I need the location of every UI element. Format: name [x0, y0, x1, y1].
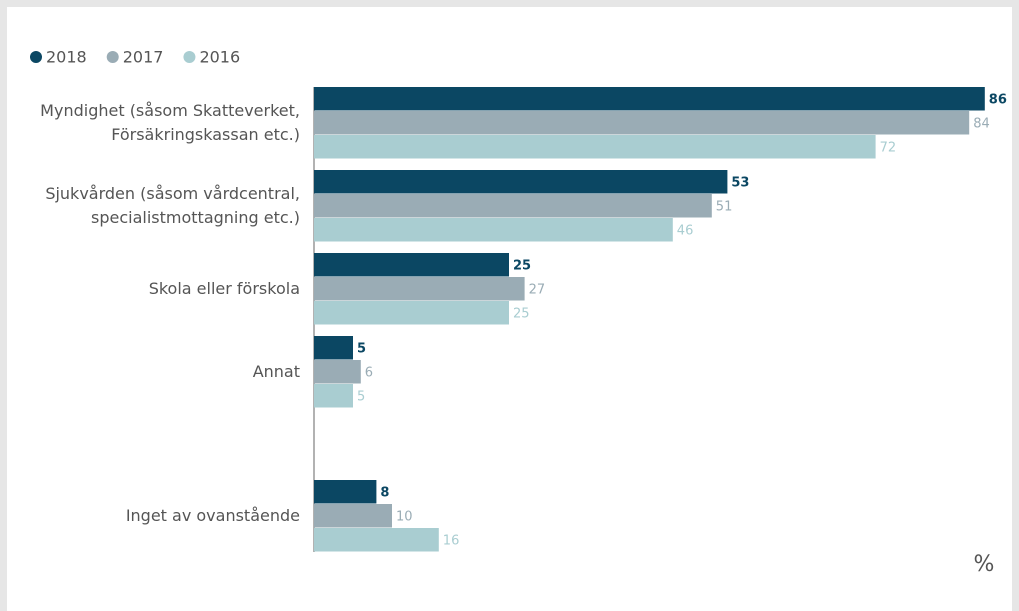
- legend-marker: [183, 51, 196, 63]
- category-label: Myndighet (såsom Skatteverket, Försäkrin…: [40, 101, 300, 144]
- bar: [314, 218, 673, 242]
- value-label: 25: [513, 259, 531, 274]
- bar: [314, 135, 876, 159]
- bar: [314, 360, 361, 384]
- legend-label: 2018: [46, 48, 87, 67]
- bar: [314, 194, 712, 218]
- bar: [314, 170, 728, 194]
- legend-marker: [30, 51, 42, 63]
- category-label: Annat: [252, 362, 300, 381]
- legend-label: 2017: [123, 48, 164, 67]
- legend-marker: [106, 51, 119, 63]
- legend-label: 2016: [199, 48, 240, 67]
- bar: [314, 111, 970, 135]
- value-label: 53: [731, 176, 749, 191]
- category-label: Skola eller förskola: [148, 279, 300, 298]
- bar: [314, 87, 985, 111]
- value-label: 72: [880, 141, 897, 156]
- category-label: Inget av ovanstående: [125, 506, 300, 525]
- value-label: 86: [989, 93, 1007, 108]
- bar: [314, 504, 392, 528]
- bar: [314, 528, 439, 552]
- bar: [314, 301, 509, 325]
- value-label: 51: [716, 200, 733, 215]
- value-label: 5: [357, 342, 366, 357]
- bar: [314, 277, 525, 301]
- category-label: Sjukvården (såsom vårdcentral, specialis…: [45, 184, 300, 227]
- value-label: 27: [529, 283, 546, 298]
- value-label: 25: [513, 307, 530, 322]
- bar: [314, 336, 353, 360]
- bar: [314, 480, 377, 504]
- value-label: 5: [357, 390, 365, 405]
- bar: [314, 384, 353, 408]
- unit-label: %: [974, 552, 995, 577]
- value-label: 84: [973, 117, 990, 132]
- value-label: 16: [443, 534, 460, 549]
- value-label: 8: [380, 486, 389, 501]
- value-label: 46: [677, 224, 694, 239]
- bar: [314, 253, 509, 277]
- value-label: 10: [396, 510, 413, 525]
- value-label: 6: [365, 366, 373, 381]
